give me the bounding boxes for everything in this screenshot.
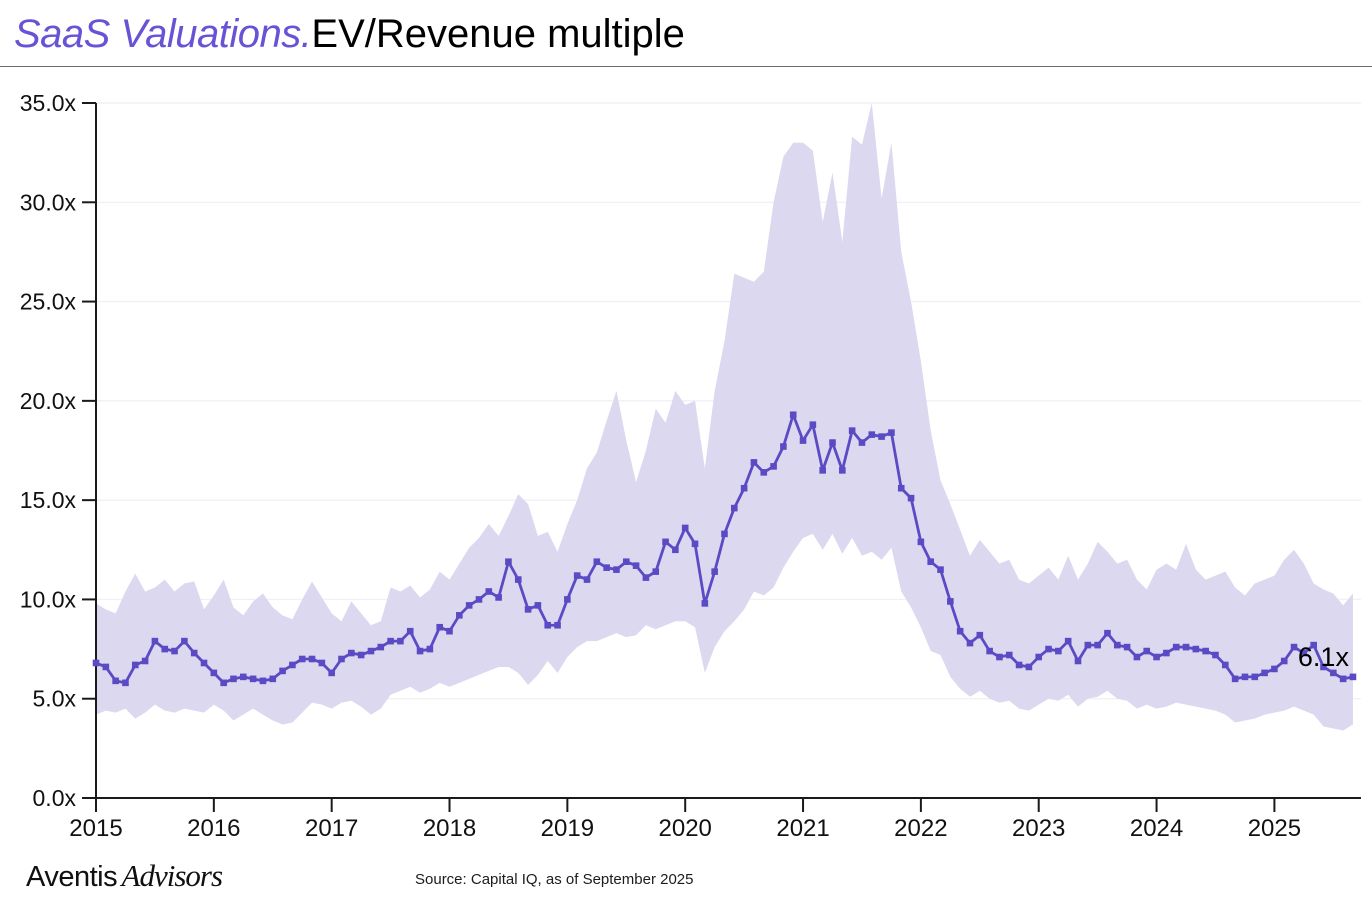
brand-italic: Advisors (121, 858, 223, 893)
y-tick-label: 10.0x (20, 586, 77, 612)
ev-revenue-multiple-chart: 0.0x 5.0x 10.0x 15.0x 20.0x 25.0x 30.0x 35.0x 20… (20, 90, 1361, 842)
y-tick-label: 20.0x (20, 388, 77, 414)
y-tick-label: 30.0x (20, 189, 77, 215)
x-tick-label: 2015 (69, 815, 122, 842)
x-tick-label: 2017 (305, 815, 358, 842)
source-note: Source: Capital IQ, as of September 2025 (415, 871, 694, 888)
y-tick-label: 5.0x (33, 686, 77, 712)
x-tick-label: 2016 (187, 815, 240, 842)
x-tick-label: 2020 (659, 815, 712, 842)
axis-labels: 0.0x 5.0x 10.0x 15.0x 20.0x 25.0x 30.0x 35.0x 20… (20, 90, 1301, 842)
y-tick-label: 0.0x (33, 785, 77, 811)
x-tick-label: 2023 (1012, 815, 1065, 842)
title-accent: SaaS Valuations. (14, 12, 312, 56)
x-tick-label: 2022 (894, 815, 947, 842)
axes (82, 102, 1361, 812)
median-line (92, 411, 1357, 687)
x-tick-label: 2018 (423, 815, 476, 842)
last-value-label: 6.1x (1298, 642, 1350, 672)
x-tick-label: 2019 (541, 815, 594, 842)
brand-logo: Aventis Advisors (26, 858, 223, 894)
x-tick-label: 2024 (1130, 815, 1183, 842)
valuation-range-band (96, 103, 1353, 731)
y-tick-label: 15.0x (20, 487, 77, 513)
y-tick-label: 25.0x (20, 289, 77, 315)
page-title: SaaS Valuations.EV/Revenue multiple (0, 0, 1372, 67)
brand-regular: Aventis (26, 861, 118, 893)
title-main: EV/Revenue multiple (311, 12, 685, 56)
x-tick-label: 2025 (1248, 815, 1301, 842)
y-tick-label: 35.0x (20, 90, 77, 116)
x-tick-label: 2021 (776, 815, 829, 842)
last-value-annotation: 6.1x (1298, 642, 1350, 672)
